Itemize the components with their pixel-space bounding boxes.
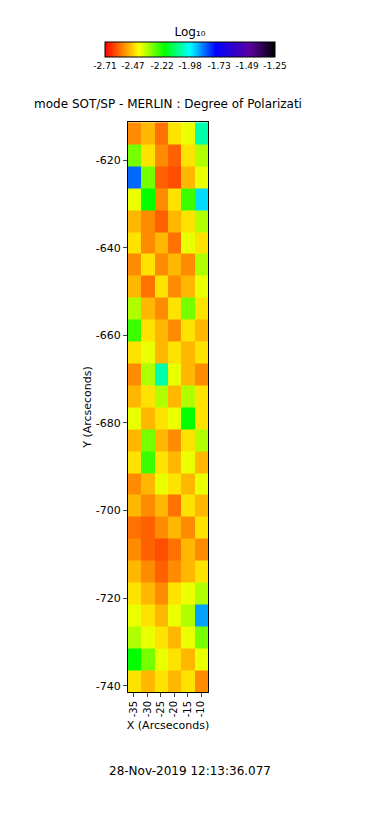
svg-text:X (Arcseconds): X (Arcseconds) <box>127 719 209 732</box>
svg-text:-2.47: -2.47 <box>121 61 144 71</box>
svg-text:-680: -680 <box>96 417 121 430</box>
svg-text:-740: -740 <box>96 680 121 693</box>
svg-text:28-Nov-2019 12:13:36.077: 28-Nov-2019 12:13:36.077 <box>109 764 271 778</box>
svg-text:mode SOT/SP - MERLIN : Degree: mode SOT/SP - MERLIN : Degree of Polariz… <box>34 97 302 111</box>
svg-text:-20: -20 <box>168 701 179 717</box>
svg-text:-25: -25 <box>155 701 166 717</box>
svg-text:-15: -15 <box>182 701 193 717</box>
svg-text:-700: -700 <box>96 504 121 517</box>
svg-text:-720: -720 <box>96 592 121 605</box>
svg-text:-1.98: -1.98 <box>178 61 202 71</box>
svg-text:-35: -35 <box>128 701 139 717</box>
svg-text:-1.25: -1.25 <box>263 61 286 71</box>
svg-text:-10: -10 <box>195 701 206 717</box>
svg-text:-1.73: -1.73 <box>207 61 230 71</box>
svg-text:-30: -30 <box>142 701 153 717</box>
svg-text:-2.71: -2.71 <box>93 61 116 71</box>
svg-text:-1.49: -1.49 <box>235 61 259 71</box>
svg-text:-2.22: -2.22 <box>150 61 173 71</box>
svg-text:-660: -660 <box>96 329 121 342</box>
svg-text:-640: -640 <box>96 242 121 255</box>
svg-text:Log₁₀: Log₁₀ <box>174 25 205 39</box>
svg-text:-620: -620 <box>96 154 121 167</box>
svg-text:Y (Arcseconds): Y (Arcseconds) <box>81 366 94 449</box>
